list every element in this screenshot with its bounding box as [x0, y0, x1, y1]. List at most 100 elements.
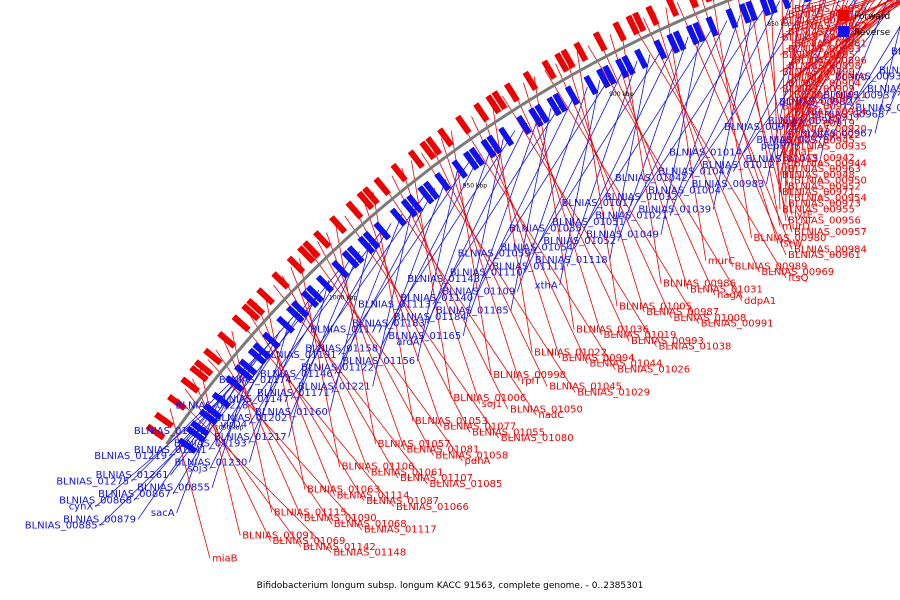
gene-label-blnias-00960[interactable]: BLNIAS_00960 [879, 65, 900, 76]
gene-label-blnias-00896[interactable]: BLNIAS_00896 [794, 56, 867, 67]
gene-label-blnias-01219[interactable]: BLNIAS_01219 [94, 451, 167, 462]
gene-label-blnias-00911[interactable]: BLNIAS_00911 [794, 90, 867, 101]
gene-label-vird4[interactable]: virD4 [220, 420, 247, 431]
gene-label-blnias-00867[interactable]: BLNIAS_00867 [98, 489, 171, 500]
gene-label-blnias-01146[interactable]: BLNIAS_01146 [260, 369, 333, 380]
gene-label-blnias-01174[interactable]: BLNIAS_01174 [219, 375, 292, 386]
gene-label-blnias-01013[interactable]: BLNIAS_01013 [746, 154, 819, 165]
gene-label-blnias-01006[interactable]: BLNIAS_01006 [453, 393, 526, 404]
gene-label-blnias-01049[interactable]: BLNIAS_01049 [586, 230, 659, 241]
gene-label-blnias-01158[interactable]: BLNIAS_01158 [305, 344, 378, 355]
gene-label-blnias-00957[interactable]: BLNIAS_00957 [794, 227, 867, 238]
gene-label-blnias-01107[interactable]: BLNIAS_01107 [400, 473, 473, 484]
gene-label-blnias-00952[interactable]: BLNIAS_00952 [788, 181, 861, 192]
gene-label-blnias-00991[interactable]: BLNIAS_00991 [701, 319, 774, 330]
gene-label-blnias-00942[interactable]: BLNIAS_00942 [782, 153, 855, 164]
gene-label-blnias-01111[interactable]: BLNIAS_01111 [492, 261, 565, 272]
gene-label-murc[interactable]: murC [708, 256, 735, 267]
gene-label-blnias-01183[interactable]: BLNIAS_01183 [352, 318, 425, 329]
gene-label-blnias-00937[interactable]: BLNIAS_00937 [823, 91, 896, 102]
gene-label-blnias-01045[interactable]: BLNIAS_01045 [549, 382, 622, 393]
gene-label-blnias-00998[interactable]: BLNIAS_00998 [493, 370, 566, 381]
gene-label-blnias-01156[interactable]: BLNIAS_01156 [342, 356, 415, 367]
gene-label-arda[interactable]: ardA [396, 337, 419, 348]
gene-label-fstw[interactable]: fstW [780, 239, 803, 250]
gene-label-blnias-01058[interactable]: BLNIAS_01058 [435, 450, 508, 461]
gene-label-blnias-00914[interactable]: BLNIAS_00914 [794, 107, 867, 118]
gene-label-blnias-00971[interactable]: BLNIAS_00971 [782, 187, 855, 198]
gene-label-blnias-01057[interactable]: BLNIAS_01057 [378, 439, 451, 450]
gene-label-blnias-00967[interactable]: BLNIAS_00967 [800, 129, 873, 140]
gene-label-blnias-00993[interactable]: BLNIAS_00993 [631, 336, 704, 347]
gene-label-lyte[interactable]: lytE [794, 210, 813, 221]
gene-label-blnias-01068[interactable]: BLNIAS_01068 [334, 519, 407, 530]
gene-label-blnias-00980[interactable]: BLNIAS_00980 [754, 233, 827, 244]
gene-label-blnias-01080[interactable]: BLNIAS_01080 [501, 433, 574, 444]
gene-label-blnias-01147[interactable]: BLNIAS_01147 [216, 394, 289, 405]
gene-label-blnias-01039[interactable]: BLNIAS_01039 [638, 204, 711, 215]
gene-label-blnias-01113[interactable]: BLNIAS_01113 [358, 299, 431, 310]
gene-label-blnias-00964[interactable]: BLNIAS_00964 [768, 116, 841, 127]
gene-label-miab[interactable]: miaB [212, 553, 238, 564]
gene-label-blnias-00909[interactable]: BLNIAS_00909 [782, 84, 855, 95]
gene-label-blnias-01008[interactable]: BLNIAS_01008 [674, 313, 747, 324]
gene-label-blnias-01142[interactable]: BLNIAS_01142 [303, 542, 376, 553]
gene-label-cynx[interactable]: cynX [69, 502, 94, 513]
gene-label-blnias-01109[interactable]: BLNIAS_01109 [442, 287, 515, 298]
gene-label-blnias-01014[interactable]: BLNIAS_01014 [669, 148, 742, 159]
gene-label-blnias-01021[interactable]: BLNIAS_01021 [595, 211, 668, 222]
gene-label-blnias-01038[interactable]: BLNIAS_01038 [659, 342, 732, 353]
gene-label-blnias-01031[interactable]: BLNIAS_01031 [690, 284, 763, 295]
gene-label-blnias-01177[interactable]: BLNIAS_01177 [310, 325, 383, 336]
gene-label-dnae[interactable]: dnaE [788, 147, 813, 158]
gene-label-blnias-00898[interactable]: BLNIAS_00898 [788, 61, 861, 72]
gene-label-blnias-00857[interactable]: BLNIAS_00857 [788, 10, 861, 21]
gene-label-blnias-01110[interactable]: BLNIAS_01110 [450, 268, 523, 279]
gene-label-blnias-01022[interactable]: BLNIAS_01022 [534, 347, 607, 358]
gene-label-blnias-01106[interactable]: BLNIAS_01106 [342, 462, 415, 473]
gene-label-blnias-01217[interactable]: BLNIAS_01217 [214, 432, 287, 443]
gene-label-blnias-01026[interactable]: BLNIAS_01026 [617, 365, 690, 376]
gene-label-blnias-01171[interactable]: BLNIAS_01171 [257, 388, 330, 399]
gene-label-blnias-00950[interactable]: BLNIAS_00950 [794, 176, 867, 187]
gene-label-blnias-00989[interactable]: BLNIAS_00989 [735, 262, 808, 273]
gene-label-blnias-00879[interactable]: BLNIAS_00879 [63, 514, 136, 525]
gene-label-blnias-01069[interactable]: BLNIAS_01069 [273, 536, 346, 547]
gene-label-blnias-01114[interactable]: BLNIAS_01114 [337, 490, 410, 501]
gene-label-blnias-01275[interactable]: BLNIAS_01275 [56, 476, 129, 487]
gene-label-blnias-01032[interactable]: BLNIAS_01032 [605, 192, 678, 203]
gene-label-blnias-00983[interactable]: BLNIAS_00983 [692, 179, 765, 190]
gene-label-blnias-00856[interactable]: BLNIAS_00856 [794, 4, 867, 15]
gene-label-murd[interactable]: murD [782, 221, 810, 232]
gene-label-blnias-00963[interactable]: BLNIAS_00963 [788, 164, 861, 175]
gene-label-blnias-00880[interactable]: BLNIAS_00880 [782, 33, 855, 44]
gene-label-blnias-00919[interactable]: BLNIAS_00919 [782, 118, 855, 129]
gene-label-blnias-01241[interactable]: BLNIAS_01241 [134, 445, 207, 456]
gene-label-soj1[interactable]: soj1 [482, 399, 502, 410]
gene-label-blnias-00881[interactable]: BLNIAS_00881 [794, 38, 867, 49]
gene-label-naga[interactable]: nagA [717, 290, 743, 301]
gene-label-blnias-00935[interactable]: BLNIAS_00935 [794, 141, 867, 152]
gene-label-rplt[interactable]: rplT [521, 376, 541, 387]
gene-label-blnias-00986[interactable]: BLNIAS_00986 [663, 279, 736, 290]
gene-label-blnias-01051[interactable]: BLNIAS_01051 [552, 217, 625, 228]
gene-label-blnias-00859[interactable]: BLNIAS_00859 [782, 15, 855, 26]
gene-label-blnias-00899[interactable]: BLNIAS_00899 [782, 67, 855, 78]
gene-label-blnias-00975[interactable]: BLNIAS_00975 [724, 122, 797, 133]
gene-label-blnias-01115[interactable]: BLNIAS_01115 [274, 508, 347, 519]
gene-label-blnias-00929[interactable]: BLNIAS_00929 [867, 84, 900, 95]
gene-label-blnias-01085[interactable]: BLNIAS_01085 [430, 479, 503, 490]
gene-label-blnias-01029[interactable]: BLNIAS_01029 [577, 387, 650, 398]
gene-label-blnias-01042[interactable]: BLNIAS_01042 [615, 173, 688, 184]
gene-label-blnias-01005[interactable]: BLNIAS_01005 [619, 302, 692, 313]
gene-label-nadc[interactable]: nadC [538, 410, 564, 421]
gene-label-blnias-01052[interactable]: BLNIAS_01052 [543, 236, 616, 247]
gene-label-blnias-01218[interactable]: BLNIAS_01218 [176, 401, 249, 412]
gene-label-blnias-01090[interactable]: BLNIAS_01090 [304, 513, 377, 524]
gene-label-blnias-01017[interactable]: BLNIAS_01017 [562, 198, 635, 209]
gene-label-blnias-01202[interactable]: BLNIAS_01202 [215, 413, 288, 424]
gene-label-xtha[interactable]: xthA [535, 280, 558, 291]
gene-label-blnias-00868[interactable]: BLNIAS_00868 [59, 495, 132, 506]
gene-label-blnias-00912[interactable]: BLNIAS_00912 [788, 96, 861, 107]
gene-label-blnias-01059[interactable]: BLNIAS_01059 [458, 249, 531, 260]
